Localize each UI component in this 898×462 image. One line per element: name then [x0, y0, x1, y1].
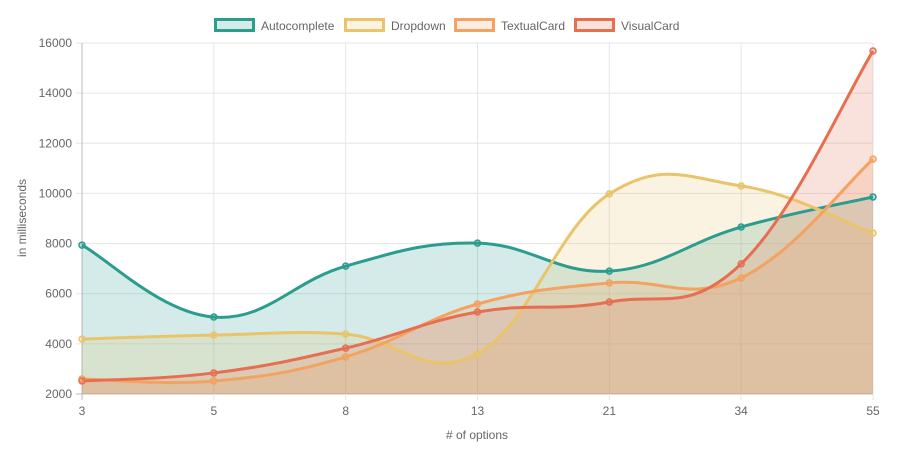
- y-tick-label: 14000: [39, 86, 73, 100]
- data-point: [210, 331, 218, 339]
- legend-label: VisualCard: [621, 19, 679, 33]
- y-tick-label: 4000: [45, 337, 72, 351]
- x-axis-label: # of options: [446, 428, 508, 442]
- y-tick-label: 8000: [45, 237, 72, 251]
- area-visualcard: [82, 51, 873, 394]
- legend-swatch: [344, 18, 385, 32]
- y-tick-label: 2000: [45, 387, 72, 401]
- legend: Autocomplete Dropdown TextualCard VisualCar…: [214, 18, 680, 33]
- data-point: [869, 229, 877, 237]
- y-tick-label: 10000: [39, 186, 73, 200]
- grid: [76, 42, 874, 400]
- legend-item-autocomplete[interactable]: Autocomplete: [214, 18, 335, 33]
- data-point: [341, 330, 350, 338]
- line-autocomplete: [81, 195, 874, 319]
- data-point: [78, 241, 86, 249]
- area-textualcard: [82, 159, 873, 394]
- y-tick-label: 16000: [39, 36, 73, 50]
- y-tick-label: 6000: [45, 287, 72, 301]
- legend-item-visualcard[interactable]: VisualCard: [574, 18, 680, 33]
- x-tick-label: 3: [79, 404, 86, 418]
- data-point: [737, 182, 745, 190]
- data-point: [605, 190, 614, 198]
- data-point: [605, 298, 614, 306]
- data-point: [737, 260, 745, 268]
- line-textualcard: [81, 157, 875, 385]
- data-point: [737, 274, 745, 282]
- legend-item-dropdown[interactable]: Dropdown: [344, 18, 446, 33]
- series-lines: [81, 50, 875, 385]
- legend-label: Dropdown: [391, 19, 446, 33]
- x-tick-label: 5: [210, 404, 217, 418]
- legend-swatch: [454, 18, 495, 32]
- data-point: [473, 350, 482, 358]
- x-tick-label: 8: [342, 404, 349, 418]
- y-tick-label: 12000: [39, 136, 73, 150]
- line-dropdown: [81, 172, 874, 365]
- data-point: [78, 335, 86, 343]
- x-tick-label: 55: [866, 404, 880, 418]
- series-points: [78, 47, 877, 385]
- data-point: [78, 377, 86, 385]
- area-autocomplete: [82, 196, 873, 394]
- data-point: [473, 308, 482, 316]
- line-visualcard: [81, 50, 875, 383]
- y-axis-label: in milliseconds: [15, 179, 29, 257]
- legend-item-textualcard[interactable]: TextualCard: [454, 18, 566, 33]
- data-point: [341, 262, 350, 270]
- data-point: [605, 267, 614, 275]
- legend-label: TextualCard: [501, 19, 565, 33]
- data-point: [341, 353, 350, 361]
- legend-swatch: [214, 18, 255, 32]
- data-point: [737, 223, 745, 231]
- data-point: [210, 313, 218, 321]
- data-point: [605, 279, 614, 287]
- axis-ticks: 2000 4000 6000 8000 10000 12000 14000 16000 3 5 8 1…: [39, 36, 880, 418]
- x-tick-label: 34: [734, 404, 748, 418]
- data-point: [473, 239, 482, 247]
- series-areas: [82, 51, 873, 394]
- data-point: [473, 300, 482, 308]
- data-point: [869, 47, 877, 55]
- area-dropdown: [82, 174, 873, 394]
- legend-swatch: [574, 18, 615, 32]
- data-point: [341, 344, 350, 352]
- x-tick-label: 13: [471, 404, 485, 418]
- data-point: [210, 377, 218, 385]
- data-point: [869, 155, 877, 163]
- data-point: [869, 193, 877, 201]
- legend-label: Autocomplete: [261, 19, 335, 33]
- x-tick-label: 21: [603, 404, 617, 418]
- data-point: [210, 369, 218, 377]
